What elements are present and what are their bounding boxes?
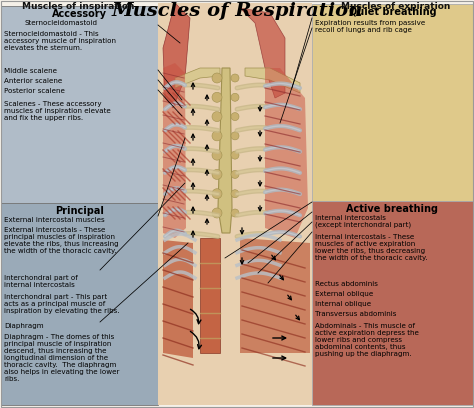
Circle shape [231, 151, 239, 159]
Text: Diaphragm - The domes of this
principal muscle of inspiration
descend, thus incr: Diaphragm - The domes of this principal … [4, 334, 119, 382]
FancyBboxPatch shape [1, 203, 158, 405]
Circle shape [212, 92, 222, 102]
Text: Rectus abdominis: Rectus abdominis [315, 281, 378, 287]
Circle shape [231, 93, 239, 101]
Text: External oblique: External oblique [315, 291, 373, 297]
Text: Diaphragm: Diaphragm [4, 323, 44, 329]
FancyBboxPatch shape [158, 3, 312, 405]
Circle shape [212, 131, 222, 141]
Circle shape [231, 113, 239, 121]
Circle shape [231, 74, 239, 82]
Circle shape [231, 209, 239, 217]
Circle shape [212, 111, 222, 122]
Text: Quiet breathing: Quiet breathing [349, 7, 436, 17]
Text: Expiration results from passive
recoil of lungs and rib cage: Expiration results from passive recoil o… [315, 20, 425, 33]
Circle shape [231, 190, 239, 198]
Text: Middle scalene: Middle scalene [4, 68, 57, 74]
Text: Active breathing: Active breathing [346, 204, 438, 214]
Polygon shape [240, 238, 310, 353]
Polygon shape [265, 68, 308, 238]
Circle shape [212, 169, 222, 180]
Text: Abdominals - This muscle of
active expiration depress the
lower ribs and compres: Abdominals - This muscle of active expir… [315, 323, 419, 357]
Polygon shape [218, 68, 232, 233]
Polygon shape [163, 240, 193, 358]
FancyBboxPatch shape [312, 201, 473, 405]
Text: Muscles of expiration: Muscles of expiration [341, 2, 451, 11]
Text: Accessory: Accessory [52, 9, 107, 19]
Circle shape [231, 171, 239, 178]
Text: Internal oblique: Internal oblique [315, 301, 371, 307]
Circle shape [212, 208, 222, 218]
Polygon shape [163, 3, 190, 108]
Text: Muscles of Respiration: Muscles of Respiration [111, 2, 363, 20]
Text: Internal intercostals
(except interchondral part): Internal intercostals (except interchond… [315, 215, 411, 228]
FancyBboxPatch shape [1, 6, 158, 203]
Circle shape [231, 132, 239, 140]
Polygon shape [200, 238, 220, 353]
Text: Interchondral part - This part
acts as a principal muscle of
inspiration by elev: Interchondral part - This part acts as a… [4, 294, 119, 314]
Polygon shape [245, 68, 300, 93]
Text: Posterior scalene: Posterior scalene [4, 88, 65, 94]
Polygon shape [163, 63, 186, 238]
Polygon shape [175, 68, 220, 88]
Text: Anterior scalene: Anterior scalene [4, 78, 62, 84]
Text: External intercostal muscles: External intercostal muscles [4, 217, 105, 223]
Text: Sternocleidomastoid - This
accessory muscle of inspiration
elevates the sternum.: Sternocleidomastoid - This accessory mus… [4, 31, 116, 51]
Text: Sternocleidomastoid: Sternocleidomastoid [25, 20, 98, 26]
Text: Interchondral part of
internal intercostals: Interchondral part of internal intercost… [4, 275, 78, 288]
Circle shape [212, 150, 222, 160]
Text: Muscles of inspiration: Muscles of inspiration [22, 2, 134, 11]
Circle shape [212, 73, 222, 83]
Text: External intercostals - These
principal muscles of inspiration
elevate the ribs,: External intercostals - These principal … [4, 227, 118, 254]
Text: Transversus abdominis: Transversus abdominis [315, 311, 396, 317]
Text: Internal intercostals - These
muscles of active expiration
lower the ribs, thus : Internal intercostals - These muscles of… [315, 234, 428, 261]
Circle shape [212, 189, 222, 199]
Text: Principal: Principal [55, 206, 104, 216]
Text: Scalenes - These accessory
muscles of inspiration elevate
and fix the upper ribs: Scalenes - These accessory muscles of in… [4, 101, 111, 121]
Polygon shape [240, 8, 285, 98]
FancyBboxPatch shape [312, 4, 473, 201]
